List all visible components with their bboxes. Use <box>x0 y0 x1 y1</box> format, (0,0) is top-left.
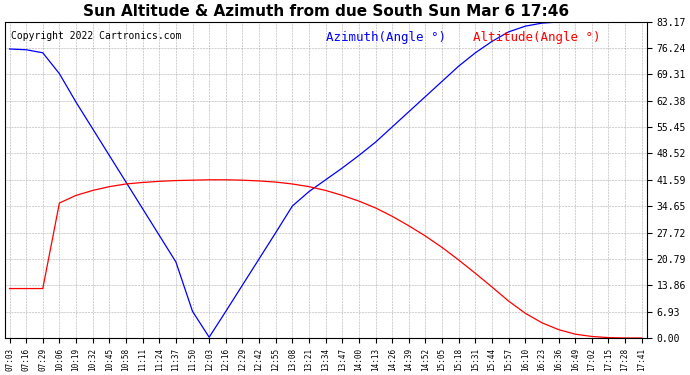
Text: Azimuth(Angle °): Azimuth(Angle °) <box>326 31 446 44</box>
Text: Altitude(Angle °): Altitude(Angle °) <box>473 31 601 44</box>
Title: Sun Altitude & Azimuth from due South Sun Mar 6 17:46: Sun Altitude & Azimuth from due South Su… <box>83 4 569 19</box>
Text: Copyright 2022 Cartronics.com: Copyright 2022 Cartronics.com <box>11 31 181 41</box>
